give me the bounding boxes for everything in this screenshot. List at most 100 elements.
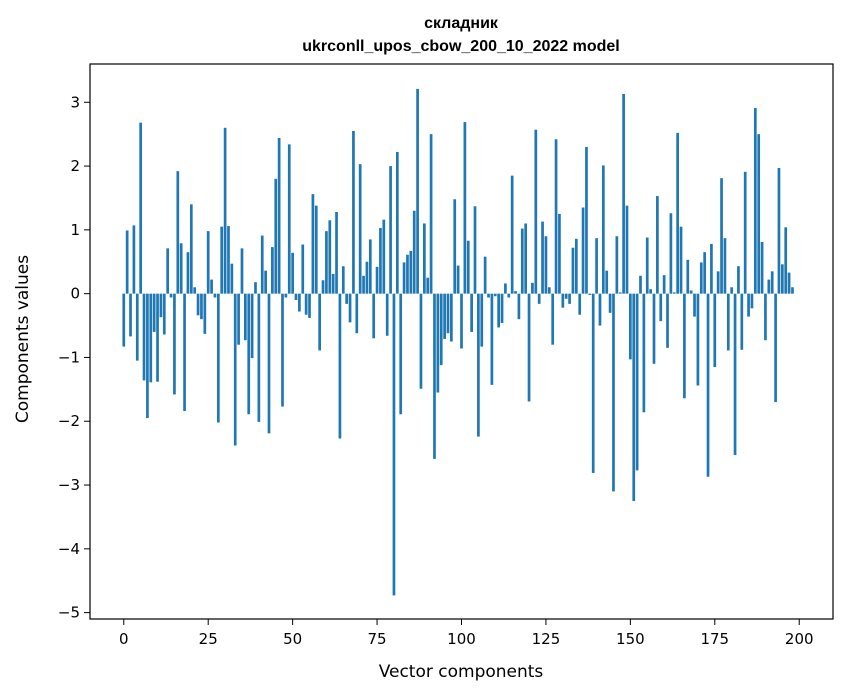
- bar-30: [223, 127, 227, 294]
- bar-40: [257, 293, 261, 422]
- plot-frame: [89, 63, 834, 620]
- bar-26: [210, 279, 213, 294]
- bar-95: [443, 293, 446, 339]
- bar-167: [686, 259, 690, 294]
- y-tick-label: −1: [58, 348, 80, 366]
- bar-102: [466, 240, 470, 294]
- bar-159: [659, 293, 663, 322]
- bar-56: [311, 194, 315, 294]
- bar-114: [507, 293, 511, 298]
- bar-153: [639, 275, 642, 294]
- bar-33: [233, 293, 237, 446]
- bar-52: [298, 293, 301, 312]
- bar-5: [139, 122, 143, 294]
- bar-124: [541, 221, 544, 294]
- bar-109: [490, 293, 494, 385]
- bar-122: [534, 129, 538, 294]
- bar-85: [409, 250, 413, 294]
- bar-160: [662, 275, 666, 294]
- bar-9: [152, 293, 156, 332]
- bar-123: [537, 293, 541, 304]
- bar-197: [787, 272, 791, 294]
- bar-76: [379, 227, 382, 294]
- bar-19: [186, 252, 190, 294]
- bar-69: [355, 293, 359, 334]
- bar-17: [179, 243, 183, 294]
- bar-157: [652, 293, 656, 364]
- bar-149: [625, 205, 629, 294]
- bar-147: [618, 292, 622, 294]
- bar-64: [338, 293, 342, 439]
- bar-137: [585, 146, 588, 294]
- bar-4: [135, 293, 139, 361]
- bar-135: [578, 293, 582, 315]
- bar-154: [642, 293, 646, 413]
- axis-ticks: 0 25 50 75 100 125 150 175 200 −5 −4 −3 −2 −1 0 1 2 3: [58, 93, 814, 648]
- bar-116: [514, 291, 517, 294]
- bar-60: [325, 231, 328, 294]
- bar-62: [331, 273, 335, 294]
- bar-150: [629, 293, 632, 360]
- bar-39: [254, 282, 257, 294]
- bar-80: [392, 293, 396, 596]
- bar-187: [753, 108, 757, 294]
- bar-53: [301, 244, 305, 294]
- bar-105: [477, 293, 480, 437]
- bar-24: [203, 293, 207, 334]
- bar-99: [456, 265, 460, 294]
- bar-142: [601, 165, 605, 294]
- bar-49: [287, 144, 291, 294]
- bar-117: [517, 293, 521, 320]
- bar-10: [156, 293, 159, 382]
- bar-164: [676, 132, 679, 294]
- bar-87: [416, 88, 419, 294]
- bar-46: [277, 138, 281, 294]
- bar-113: [504, 283, 507, 294]
- bar-37: [247, 293, 251, 415]
- bar-7: [146, 293, 149, 419]
- bar-177: [720, 178, 723, 294]
- bar-11: [159, 293, 163, 318]
- bar-192: [770, 271, 774, 294]
- x-tick-label: 25: [199, 630, 218, 648]
- bar-16: [176, 171, 180, 294]
- bars-group: [122, 88, 794, 596]
- bar-194: [777, 167, 781, 294]
- bar-138: [588, 293, 592, 295]
- bar-151: [632, 293, 636, 501]
- x-tick-label: 175: [700, 630, 729, 648]
- bar-162: [669, 213, 673, 294]
- bar-67: [348, 293, 352, 323]
- bar-178: [723, 238, 727, 294]
- bar-112: [500, 293, 504, 323]
- bar-50: [291, 252, 294, 294]
- bar-182: [737, 266, 740, 294]
- bar-94: [439, 293, 443, 366]
- bar-66: [345, 293, 349, 304]
- bar-20: [189, 204, 193, 294]
- bar-190: [764, 293, 767, 341]
- y-tick-label: 3: [70, 93, 80, 111]
- bar-195: [780, 264, 784, 294]
- bar-127: [551, 293, 555, 345]
- bar-96: [446, 293, 450, 334]
- bar-43: [267, 293, 271, 434]
- bar-141: [598, 293, 602, 326]
- bar-169: [693, 293, 696, 317]
- bar-185: [747, 293, 750, 317]
- bar-100: [460, 293, 463, 349]
- bar-70: [358, 164, 362, 294]
- bar-125: [544, 236, 548, 294]
- bar-161: [666, 293, 669, 348]
- bar-86: [412, 210, 416, 294]
- bar-65: [341, 266, 345, 294]
- bar-15: [173, 293, 176, 395]
- bar-78: [385, 293, 389, 336]
- bar-22: [196, 293, 200, 316]
- bar-158: [656, 196, 659, 294]
- bar-156: [649, 289, 652, 294]
- x-tick-label: 50: [283, 630, 302, 648]
- bar-152: [635, 293, 639, 471]
